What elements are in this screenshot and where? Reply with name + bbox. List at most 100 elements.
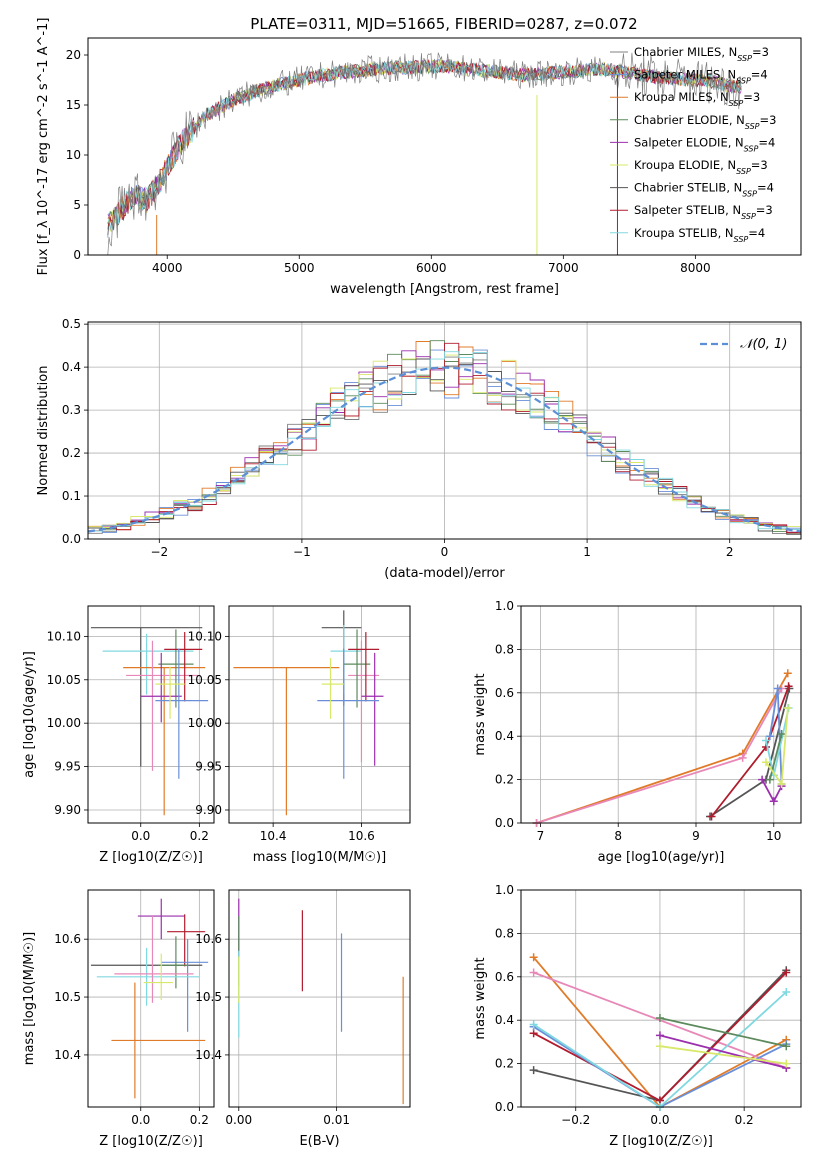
y-axis-label: Normed distribution	[36, 366, 51, 496]
legend-label: Salpeter MILES, NSSP=4	[634, 68, 768, 86]
y-tick-label: 0.6	[495, 686, 514, 700]
y-tick-label: 10.6	[195, 932, 222, 946]
weight-marker	[762, 758, 770, 767]
y-tick-label: 9.95	[195, 760, 222, 774]
y-tick-label: 15	[66, 98, 81, 112]
x-tick-label: 0.0	[650, 1113, 669, 1127]
y-tick-label: 0.4	[495, 1013, 514, 1027]
weight-marker	[707, 812, 716, 821]
weight-marker	[782, 987, 791, 996]
panel-age_vs_mass: 10.4 10.6 9.90 9.95 10.00 10.05 10.10 mass [log…	[188, 605, 411, 865]
legend-nssp: =4	[751, 68, 768, 82]
weight-marker	[777, 779, 786, 788]
axes-frame	[520, 889, 802, 1108]
y-tick-label: 0.8	[495, 926, 514, 940]
y-tick-label: 0.0	[62, 532, 81, 546]
weight-line	[659, 1017, 787, 1048]
weight-marker	[529, 1020, 538, 1029]
x-tick-label: 10	[766, 829, 781, 843]
legend-name: Chabrier ELODIE, N	[634, 113, 745, 127]
x-tick-label: 7	[537, 829, 545, 843]
x-tick-label: −2	[150, 545, 168, 559]
y-tick-label: 10.00	[188, 716, 222, 730]
y-tick-label: 1.0	[495, 599, 514, 613]
figure-title: PLATE=0311, MJD=51665, FIBERID=0287, z=0…	[250, 15, 637, 33]
legend-sub: SSP	[737, 54, 752, 63]
weight-marker	[655, 1014, 664, 1023]
weight-line	[536, 672, 789, 824]
legend-label: Chabrier ELODIE, NSSP=3	[634, 113, 776, 131]
weight-marker	[529, 953, 538, 962]
panel-age_vs_Z: 0.0 0.2 9.90 9.95 10.00 10.05 10.10 Z [log10(Z/…	[22, 605, 215, 865]
legend-nssp: =4	[748, 226, 765, 240]
spectrum-line	[107, 52, 742, 255]
legend-name: Kroupa STELIB, N	[634, 226, 734, 240]
legend-label: Salpeter ELODIE, NSSP=4	[634, 135, 775, 153]
legend-name: Salpeter STELIB, N	[634, 203, 741, 217]
weight-marker	[765, 775, 774, 784]
legend-name: Salpeter ELODIE, N	[634, 135, 744, 149]
weight-marker	[762, 736, 770, 745]
weight-marker	[782, 1042, 791, 1051]
x-tick-label: 0.2	[190, 829, 209, 843]
axes-frame	[87, 37, 802, 256]
y-tick-label: 0.8	[495, 642, 514, 656]
axes-frame	[228, 605, 411, 824]
axes-frame	[87, 889, 215, 1108]
axes-frame	[87, 605, 215, 824]
x-tick-label: 10.4	[260, 829, 287, 843]
y-axis-label: Flux [f_λ 10^-17 erg cm^-2 s^-1 A^-1]	[36, 18, 51, 276]
legend-nssp: =4	[758, 135, 775, 149]
x-tick-label: −0.2	[561, 1113, 590, 1127]
y-tick-label: 0.6	[495, 970, 514, 984]
weight-marker	[783, 669, 792, 678]
legend-label: Chabrier MILES, NSSP=3	[634, 45, 769, 63]
x-tick-label: 0.01	[323, 1113, 350, 1127]
legend-name: Chabrier STELIB, N	[634, 181, 742, 195]
y-tick-label: 0.0	[495, 1100, 514, 1114]
legend-sub: SSP	[736, 76, 751, 85]
y-tick-label: 0	[73, 248, 81, 262]
weight-marker	[758, 775, 767, 784]
x-tick-label: 0.0	[131, 1113, 150, 1127]
y-tick-label: 10.00	[47, 716, 81, 730]
x-axis-label: Z [log10(Z/Z☉)]	[609, 1134, 713, 1149]
panel-mass_vs_Z: 0.0 0.2 10.4 10.5 10.6 Z [log10(Z/Z☉)] mass [l…	[22, 889, 215, 1149]
y-axis-label: age [log10(age/yr)]	[22, 651, 37, 778]
panel-residuals: −2 −1 0 1 2 0.0 0.1 0.2 0.3 0.4 0.5 (data-model)/er…	[36, 317, 802, 581]
x-tick-label: 2	[726, 545, 734, 559]
weight-line	[659, 1045, 787, 1065]
y-tick-label: 5	[73, 198, 81, 212]
legend-label: Salpeter STELIB, NSSP=3	[634, 203, 773, 221]
x-tick-label: −1	[293, 545, 311, 559]
legend-nssp: =3	[751, 158, 768, 172]
legend-sub: SSP	[742, 189, 757, 198]
legend-sub: SSP	[741, 212, 756, 221]
axes-frame	[228, 889, 411, 1108]
legend-nssp: =3	[756, 203, 773, 217]
x-tick-label: 9	[692, 829, 700, 843]
x-tick-label: 10.6	[348, 829, 375, 843]
y-tick-label: 0.3	[62, 403, 81, 417]
x-tick-label: 1	[583, 545, 591, 559]
x-axis-label: (data-model)/error	[384, 566, 505, 581]
x-axis-label: E(B-V)	[299, 1134, 339, 1149]
x-tick-label: 5000	[284, 261, 315, 275]
x-tick-label: 4000	[152, 261, 183, 275]
legend-sub: SSP	[745, 121, 760, 130]
legend-label: Kroupa STELIB, NSSP=4	[634, 226, 765, 244]
y-tick-label: 0.0	[495, 816, 514, 830]
panel-weight_vs_age: 7 8 9 10 0.0 0.2 0.4 0.6 0.8 1.0 age [log10(age/yr…	[473, 599, 802, 865]
y-tick-label: 10.4	[195, 1048, 222, 1062]
x-axis-label: Z [log10(Z/Z☉)]	[99, 850, 203, 865]
axes-frame	[520, 605, 802, 824]
legend-sub: SSP	[736, 167, 751, 176]
y-tick-label: 20	[66, 48, 81, 62]
y-tick-label: 10.05	[188, 673, 222, 687]
weight-marker	[783, 703, 792, 712]
y-tick-label: 10.4	[54, 1048, 81, 1062]
y-tick-label: 10.6	[54, 932, 81, 946]
x-tick-label: 0	[441, 545, 449, 559]
weight-marker	[655, 1031, 664, 1040]
